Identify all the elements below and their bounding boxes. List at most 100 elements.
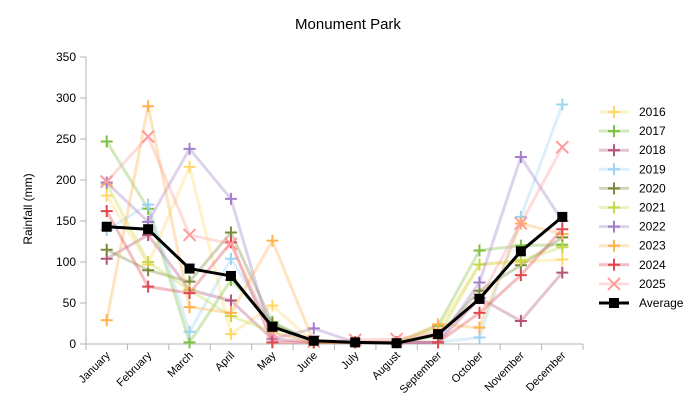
series-2022 bbox=[100, 142, 569, 349]
legend-label: 2025 bbox=[639, 277, 666, 291]
data-point bbox=[142, 100, 155, 113]
data-point bbox=[307, 322, 320, 335]
y-tick-label: 300 bbox=[56, 91, 76, 105]
data-point bbox=[308, 335, 319, 346]
x-tick-label: March bbox=[166, 350, 196, 380]
x-tick-label: April bbox=[213, 350, 237, 374]
data-point bbox=[266, 336, 279, 349]
x-tick-label: January bbox=[77, 349, 114, 386]
data-point bbox=[183, 160, 196, 173]
data-point bbox=[266, 299, 279, 312]
data-point bbox=[514, 254, 527, 267]
data-point bbox=[473, 258, 486, 271]
legend-marker bbox=[609, 298, 619, 308]
data-point bbox=[184, 263, 195, 274]
data-point bbox=[556, 223, 569, 236]
data-point bbox=[100, 189, 113, 202]
x-tick-label: November bbox=[483, 349, 528, 394]
legend-item: Average bbox=[599, 296, 684, 310]
data-point bbox=[100, 174, 114, 189]
legend-label: 2024 bbox=[639, 258, 666, 272]
x-tick-label: May bbox=[255, 349, 279, 373]
x-tick-label: February bbox=[115, 349, 155, 389]
legend-marker bbox=[608, 125, 620, 138]
series-layer bbox=[100, 98, 569, 349]
x-tick-label: August bbox=[370, 350, 403, 383]
legend-label: 2017 bbox=[639, 124, 666, 138]
legend-item: 2022 bbox=[599, 220, 666, 234]
data-point bbox=[183, 142, 196, 155]
data-point bbox=[391, 338, 402, 349]
data-point bbox=[555, 140, 569, 154]
legend-label: 2018 bbox=[639, 143, 666, 157]
legend-label: 2022 bbox=[639, 220, 666, 234]
y-tick-label: 150 bbox=[56, 214, 76, 228]
data-point bbox=[224, 252, 237, 265]
data-point bbox=[514, 216, 528, 231]
x-tick-label: July bbox=[339, 349, 362, 372]
data-point bbox=[224, 237, 238, 251]
legend-item: 2020 bbox=[599, 181, 666, 195]
legend-label: 2019 bbox=[639, 162, 666, 176]
legend-marker bbox=[608, 144, 620, 157]
axes: 0 50 100 150 200 250 300 350 January February Marc… bbox=[56, 50, 584, 396]
data-point bbox=[183, 287, 196, 300]
legend-item: 2018 bbox=[599, 143, 666, 157]
data-point bbox=[266, 234, 279, 247]
data-point bbox=[142, 280, 155, 293]
legend-label: 2020 bbox=[639, 181, 666, 195]
series-line bbox=[106, 215, 564, 345]
data-point bbox=[432, 318, 445, 331]
data-point bbox=[100, 135, 113, 148]
data-point bbox=[350, 337, 361, 348]
y-tick-label: 0 bbox=[69, 337, 76, 351]
data-point bbox=[183, 301, 196, 314]
y-tick-label: 350 bbox=[56, 50, 76, 64]
data-point bbox=[514, 269, 527, 282]
legend-item: 2021 bbox=[599, 201, 666, 215]
legend-marker bbox=[608, 182, 620, 195]
legend-label: Average bbox=[639, 296, 684, 310]
series-2025 bbox=[100, 129, 569, 349]
legend-marker bbox=[608, 239, 620, 252]
data-point bbox=[433, 329, 444, 340]
legend-item: 2024 bbox=[599, 258, 666, 272]
data-point bbox=[224, 192, 237, 205]
legend-item: 2017 bbox=[599, 124, 666, 138]
legend-marker bbox=[607, 277, 621, 291]
data-point bbox=[142, 256, 155, 268]
data-point bbox=[183, 325, 196, 338]
legend-item: 2025 bbox=[599, 277, 666, 291]
series-2017 bbox=[100, 135, 569, 349]
data-point bbox=[224, 328, 237, 341]
series-line bbox=[105, 183, 563, 344]
data-point bbox=[101, 221, 112, 232]
legend-marker bbox=[608, 258, 620, 271]
data-point bbox=[556, 241, 569, 254]
x-tick-label: June bbox=[295, 350, 320, 375]
data-point bbox=[183, 336, 196, 349]
data-point bbox=[224, 294, 237, 307]
legend-label: 2016 bbox=[639, 105, 666, 119]
data-point bbox=[141, 129, 155, 144]
y-tick-label: 250 bbox=[56, 132, 76, 146]
data-point bbox=[514, 151, 527, 164]
legend-marker bbox=[608, 106, 620, 118]
data-point bbox=[473, 276, 486, 289]
data-point bbox=[473, 306, 486, 319]
data-point bbox=[556, 266, 569, 279]
x-tick-label: September bbox=[398, 349, 445, 396]
y-tick-label: 200 bbox=[56, 173, 76, 187]
series-line bbox=[105, 147, 564, 344]
legend-item: 2023 bbox=[599, 239, 666, 253]
data-point bbox=[100, 314, 113, 327]
data-point bbox=[182, 228, 197, 242]
data-point bbox=[473, 244, 486, 257]
legend: 2016 2017 2018 2019 2020 2021 2022 2023 2024 2025… bbox=[599, 105, 684, 310]
data-point bbox=[100, 205, 113, 218]
data-point bbox=[100, 243, 113, 256]
data-point bbox=[474, 293, 485, 304]
data-point bbox=[473, 321, 486, 334]
chart-title: Monument Park bbox=[295, 16, 401, 33]
legend-marker bbox=[608, 201, 620, 214]
